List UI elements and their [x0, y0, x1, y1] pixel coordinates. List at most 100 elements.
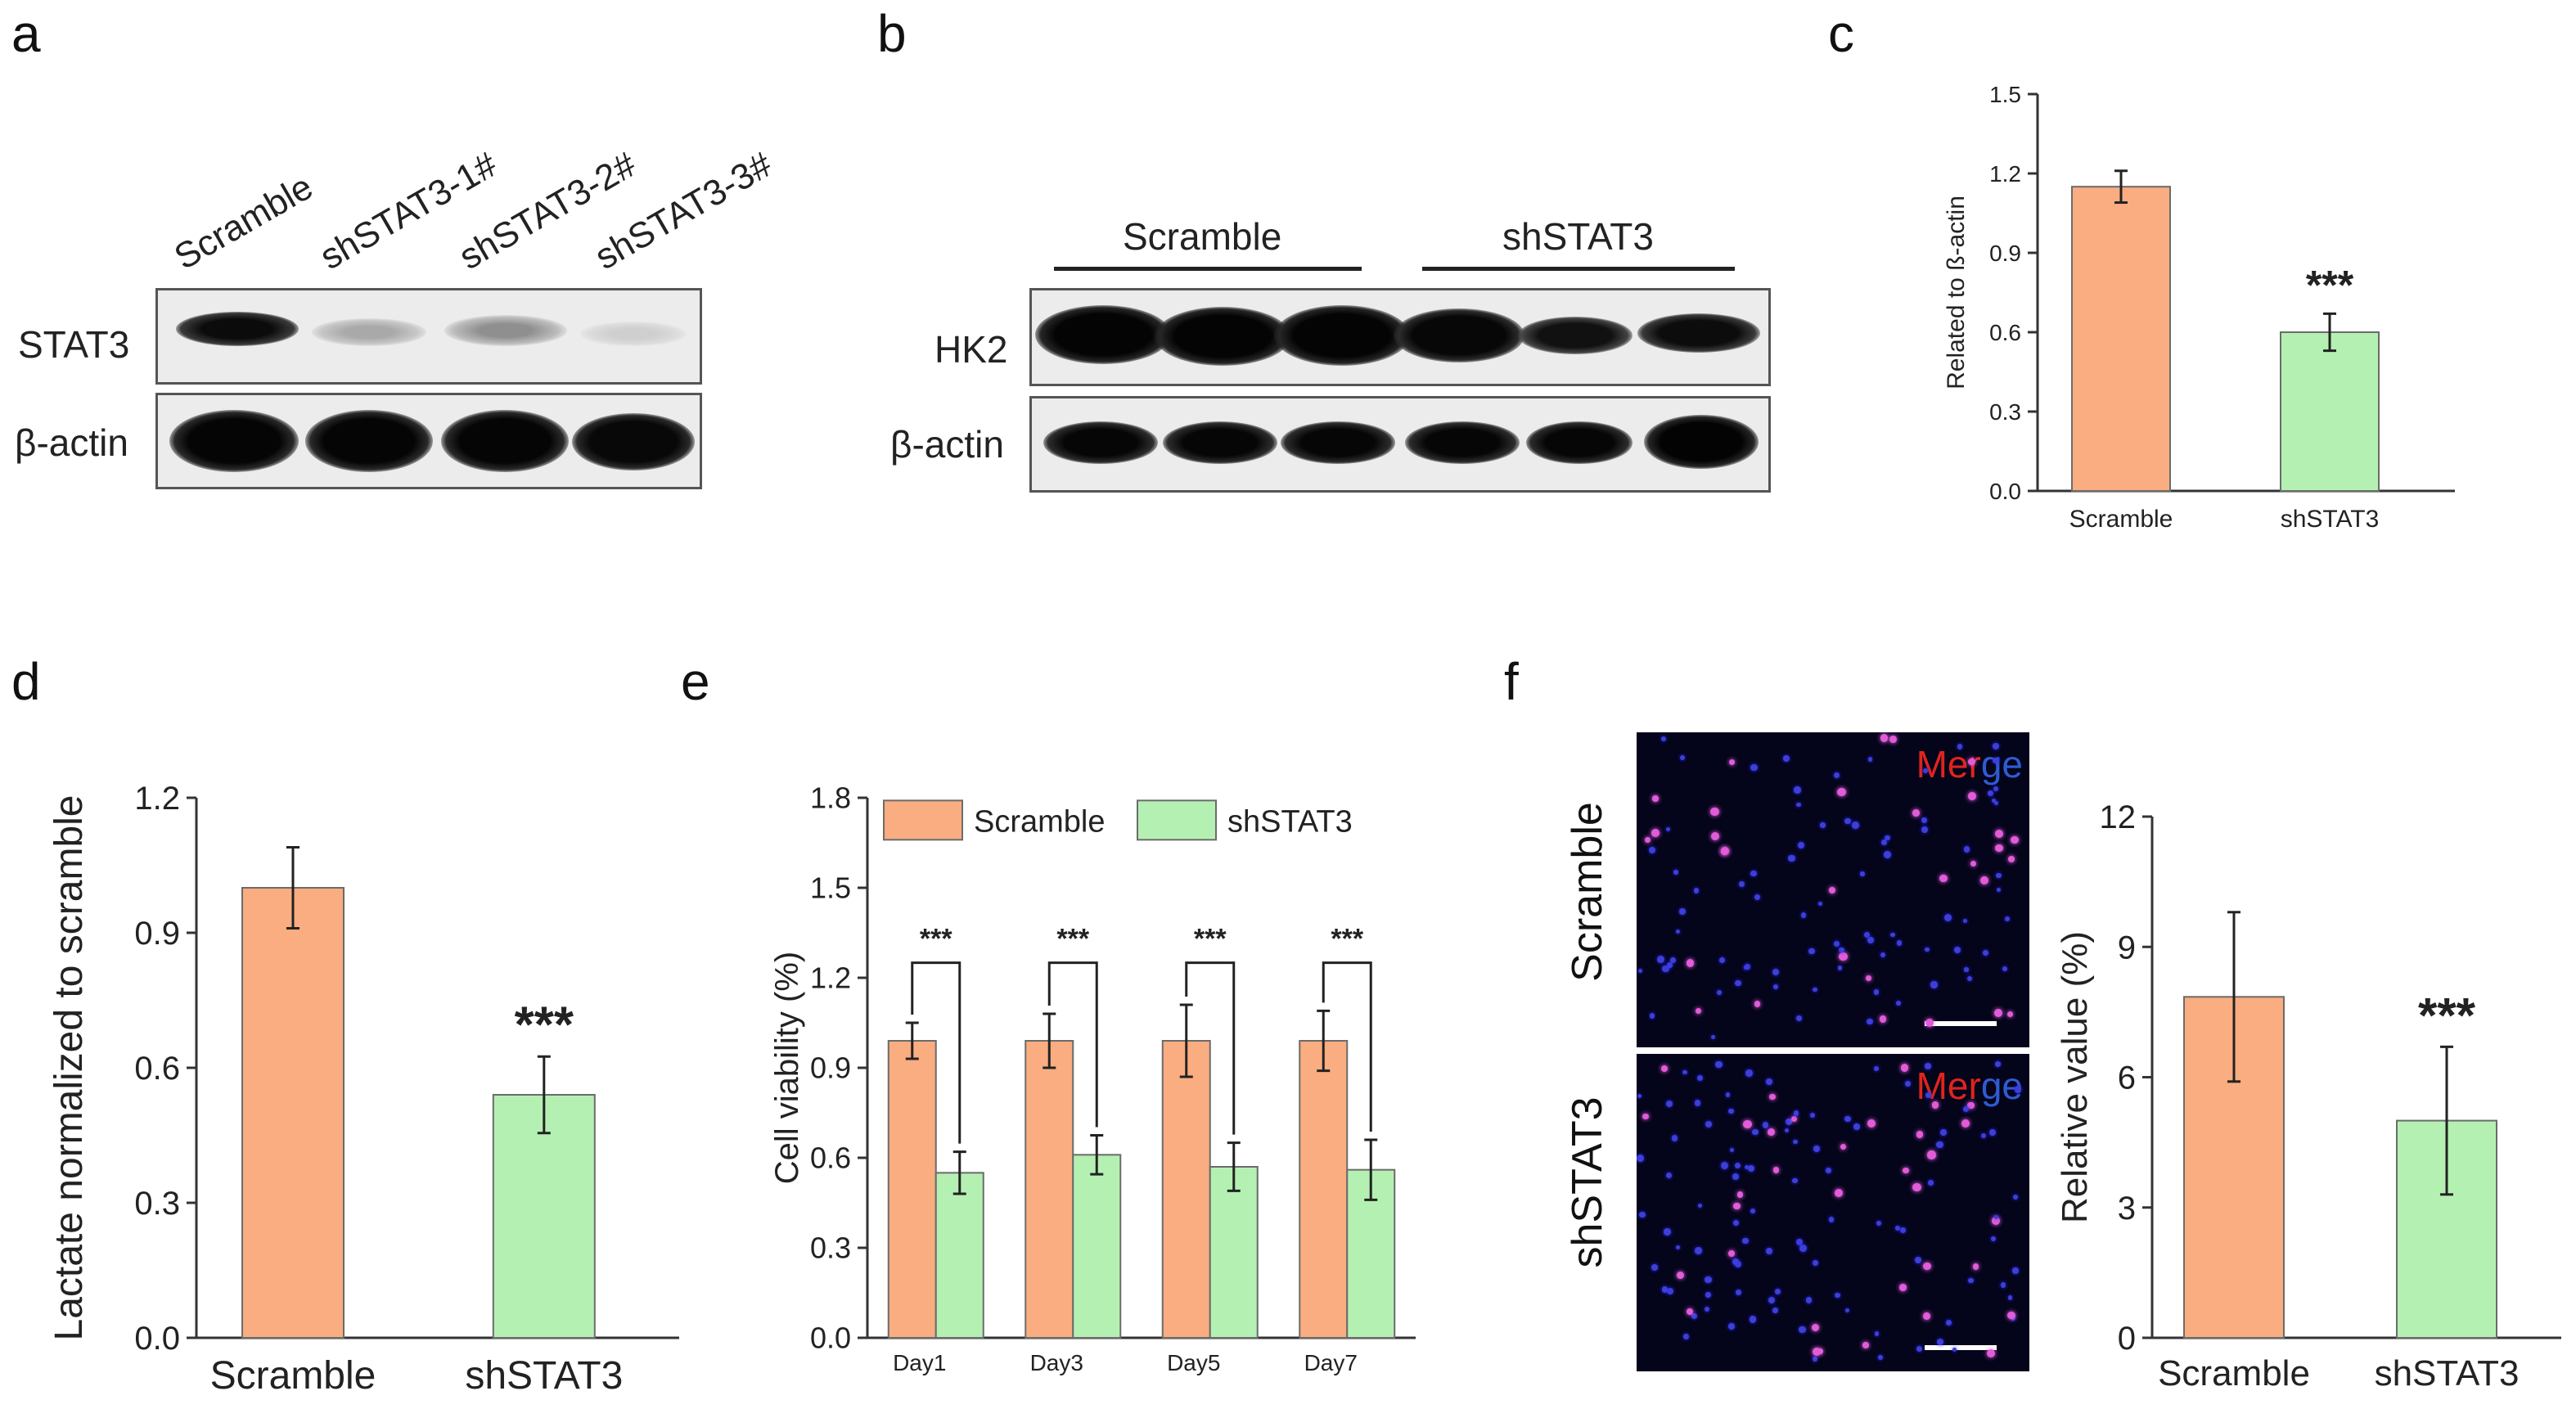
- y-tick-label: 1.2: [1989, 161, 2021, 187]
- cell-dot: [1750, 871, 1757, 877]
- cell-dot: [1962, 918, 1967, 924]
- band: [1035, 305, 1171, 364]
- cell-dot: [1667, 962, 1673, 968]
- band: [305, 410, 433, 472]
- cell-dot: [1772, 1307, 1778, 1313]
- cell-dot: [1884, 851, 1891, 858]
- cell-dot: [1844, 1115, 1851, 1122]
- cell-dot: [1895, 1001, 1901, 1006]
- cell-dot: [1864, 932, 1871, 939]
- legend-label: shSTAT3: [1227, 804, 1353, 839]
- cell-dot: [1797, 841, 1805, 849]
- legend-label: Scramble: [974, 804, 1106, 839]
- cell-dot: [1743, 1119, 1752, 1129]
- cell-dot: [1899, 1227, 1906, 1233]
- panel-label-b: b: [877, 4, 907, 63]
- cell-dot: [1993, 1008, 2003, 1018]
- cell-dot: [1925, 1092, 1932, 1098]
- cell-dot: [1749, 1316, 1757, 1324]
- cell-dot: [1993, 757, 1999, 763]
- cell-dot: [1996, 873, 2002, 879]
- cell-dot: [1669, 957, 1677, 964]
- cell-dot: [1925, 1018, 1934, 1027]
- cell-dot: [1698, 1203, 1703, 1208]
- chart-d: 0.0 0.3 0.6 0.9 1.2 Lactate normalized to scr…: [49, 781, 679, 1398]
- cell-dot: [1782, 755, 1790, 762]
- cell-dot: [1880, 734, 1888, 742]
- band: [572, 413, 695, 470]
- bar: [1209, 1166, 1259, 1339]
- cell-dot: [1682, 1069, 1687, 1074]
- cell-dot: [1995, 844, 2003, 853]
- y-tick-label: 0.0: [1989, 479, 2021, 504]
- cell-dot: [1666, 826, 1671, 831]
- cell-dot: [1889, 735, 1898, 743]
- fluor-label-shstat3: shSTAT3: [1564, 1096, 1611, 1268]
- cell-dot: [1957, 744, 1963, 750]
- group-label-shstat3: shSTAT3: [1502, 215, 1654, 258]
- cell-dot: [1881, 839, 1888, 845]
- cell-dot: [1927, 1150, 1936, 1159]
- row-label-beta-actin-b: β-actin: [890, 423, 1004, 466]
- cell-dot: [1986, 1348, 1995, 1357]
- cell-dot: [1812, 1357, 1817, 1362]
- cell-dot: [1728, 759, 1735, 766]
- cell-dot: [1968, 1278, 1974, 1284]
- cell-dot: [2011, 835, 2020, 844]
- cell-dot: [1961, 1119, 1970, 1128]
- cell-dot: [1705, 1121, 1712, 1128]
- cell-dot: [1651, 828, 1660, 837]
- significance-label: ***: [1331, 924, 1363, 955]
- cell-dot: [1809, 1112, 1816, 1119]
- legend-swatch-shstat3: [1137, 799, 1217, 841]
- bar: [934, 1172, 984, 1339]
- cell-dot: [1826, 1168, 1831, 1174]
- cell-dot: [1678, 907, 1687, 916]
- cell-dot: [1754, 894, 1760, 900]
- cell-dot: [1752, 1128, 1759, 1136]
- cell-dot: [2008, 855, 2015, 862]
- cell-dot: [1745, 1164, 1750, 1169]
- cell-dot: [1928, 1179, 1934, 1186]
- cell-dot: [1902, 1167, 1909, 1174]
- cell-dot: [1921, 817, 1927, 823]
- cell-dot: [1638, 968, 1643, 973]
- band: [1637, 313, 1760, 353]
- cell-dot: [1739, 881, 1745, 887]
- y-tick-label: 0.6: [810, 1141, 851, 1175]
- cell-dot: [1833, 772, 1840, 779]
- chart-c: 0.0 0.3 0.6 0.9 1.2 1.5 Related to ß-actin Scra…: [1943, 82, 2455, 533]
- fluor-label-scramble: Scramble: [1564, 802, 1611, 982]
- cell-dot: [1736, 1191, 1744, 1198]
- cell-dot: [1754, 1001, 1761, 1007]
- cell-dot: [1922, 1262, 1931, 1271]
- blot-panel-a: Scramble shSTAT3-1# shSTAT3-2# shSTAT3-3…: [0, 0, 818, 507]
- cell-dot: [1880, 952, 1886, 958]
- y-axis-label: Lactate normalized to scramble: [49, 795, 91, 1341]
- bar: [1072, 1154, 1122, 1339]
- cell-dot: [1765, 1248, 1773, 1255]
- cell-dot: [1705, 1276, 1712, 1284]
- cell-dot: [1964, 967, 1969, 972]
- cell-dot: [1772, 1167, 1780, 1173]
- cell-dot: [2005, 916, 2011, 921]
- cell-dot: [1742, 1237, 1749, 1245]
- cell-dot: [1844, 1308, 1850, 1313]
- scale-bar: [1925, 1345, 1997, 1350]
- y-axis-label: Cell viability (%): [769, 952, 805, 1185]
- cell-dot: [1925, 947, 1930, 952]
- y-tick-label: 0.3: [1989, 399, 2021, 425]
- blot-hk2: [1029, 288, 1771, 386]
- cell-dot: [1840, 1143, 1847, 1150]
- cell-dot: [1972, 1263, 1979, 1270]
- cell-dot: [1728, 1323, 1735, 1330]
- cell-dot: [1939, 1128, 1948, 1137]
- cell-dot: [1923, 1312, 1930, 1320]
- cell-dot: [1765, 1078, 1772, 1086]
- y-tick-label: 6: [2118, 1060, 2136, 1096]
- cell-dot: [1876, 1221, 1881, 1226]
- cell-dot: [1729, 1148, 1734, 1153]
- fluorescence-image-scramble: Merge: [1637, 732, 2029, 1047]
- cell-dot: [1788, 855, 1795, 862]
- cell-dot: [1936, 1141, 1943, 1148]
